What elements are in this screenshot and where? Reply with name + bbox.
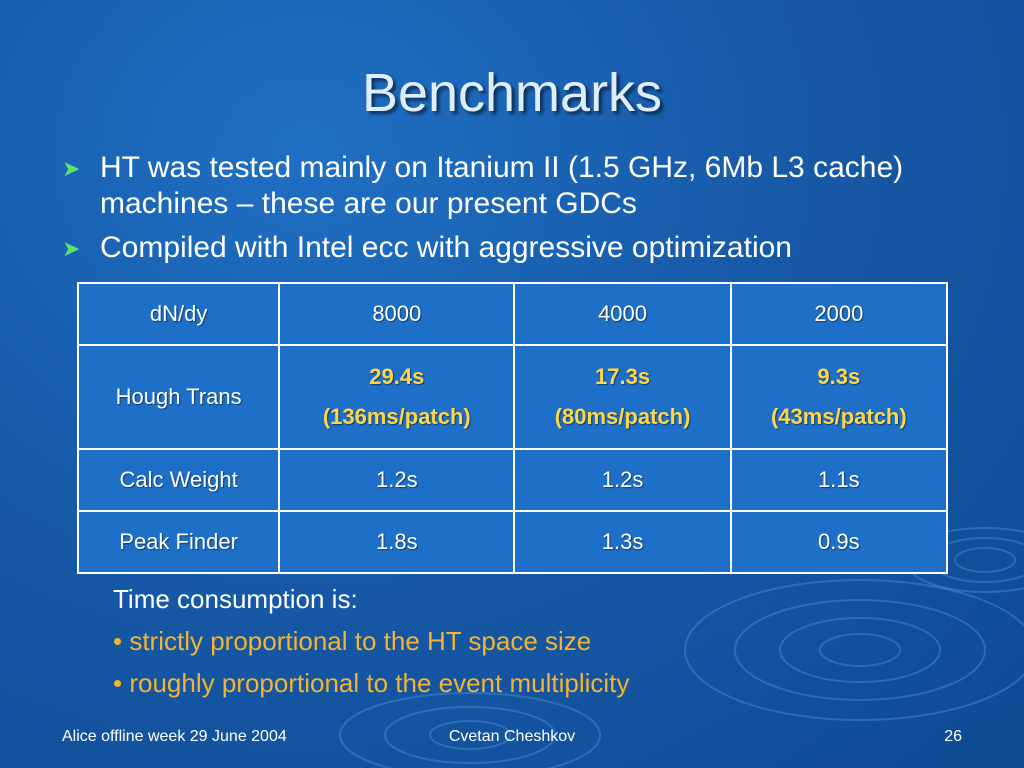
- conclusion-note: Time consumption is: • strictly proporti…: [113, 578, 629, 704]
- table-cell: 1.2s: [513, 448, 732, 512]
- table-cell: 1.1s: [729, 448, 949, 512]
- bullet-text: HT was tested mainly on Itanium II (1.5 …: [100, 151, 904, 220]
- header-cell-2000: 2000: [729, 282, 949, 346]
- row-label-calc-weight: Calc Weight: [76, 448, 281, 512]
- arrow-bullet-icon: ➤: [62, 236, 81, 261]
- table-cell: 9.3s (43ms/patch): [729, 344, 949, 450]
- time-detail: (80ms/patch): [554, 404, 691, 429]
- table-cell: 1.2s: [278, 448, 516, 512]
- time-detail: (136ms/patch): [322, 404, 471, 429]
- table-cell: 0.9s: [729, 510, 949, 574]
- footer-page-number: 26: [944, 728, 962, 745]
- time-detail: (43ms/patch): [770, 404, 907, 429]
- note-point: • roughly proportional to the event mult…: [113, 668, 630, 698]
- footer-event: Alice offline week 29 June 2004: [62, 728, 287, 745]
- table-cell: 1.3s: [513, 510, 732, 574]
- table-row: Peak Finder 1.8s 1.3s 0.9s: [76, 510, 949, 574]
- header-cell-dndy: dN/dy: [76, 282, 281, 346]
- time-value: 17.3s: [595, 364, 651, 389]
- bullet-item: ➤ HT was tested mainly on Itanium II (1.…: [62, 150, 962, 222]
- table-row: Calc Weight 1.2s 1.2s 1.1s: [76, 448, 949, 512]
- table-cell: 17.3s (80ms/patch): [513, 344, 732, 450]
- time-value: 9.3s: [817, 364, 861, 389]
- table-header-row: dN/dy 8000 4000 2000: [76, 282, 949, 346]
- table-cell: 29.4s (136ms/patch): [278, 344, 516, 450]
- note-point: • strictly proportional to the HT space …: [113, 626, 592, 656]
- header-cell-4000: 4000: [513, 282, 732, 346]
- note-intro: Time consumption is:: [113, 584, 358, 614]
- row-label-hough-trans: Hough Trans: [76, 344, 281, 450]
- time-value: 29.4s: [369, 364, 425, 389]
- bullet-text: Compiled with Intel ecc with aggressive …: [100, 231, 792, 264]
- slide-title: Benchmarks: [361, 63, 663, 123]
- bullet-list: ➤ HT was tested mainly on Itanium II (1.…: [62, 150, 962, 274]
- header-cell-8000: 8000: [278, 282, 516, 346]
- footer-author: Cvetan Cheshkov: [448, 728, 576, 745]
- table-row: Hough Trans 29.4s (136ms/patch) 17.3s (8…: [76, 344, 949, 450]
- arrow-bullet-icon: ➤: [62, 156, 81, 181]
- bullet-item: ➤ Compiled with Intel ecc with aggressiv…: [62, 230, 962, 266]
- table-cell: 1.8s: [278, 510, 516, 574]
- row-label-peak-finder: Peak Finder: [76, 510, 281, 574]
- benchmark-table: dN/dy 8000 4000 2000 Hough Trans 29.4s (…: [76, 282, 949, 574]
